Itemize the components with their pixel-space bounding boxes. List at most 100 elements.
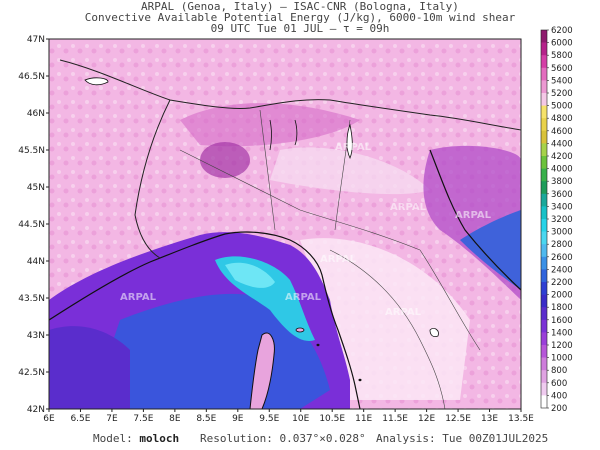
footer-analysis-value: Tue 00Z01JUL2025 [442,432,549,445]
colorbar-label: 5000 [551,102,573,112]
colorbar-swatch [541,156,547,169]
footer-resolution: Resolution: 0.037°×0.028° [200,432,366,445]
regional-border [179,149,421,251]
lon-tick-label: 9.5E [259,414,279,424]
colorbar-swatch [541,244,547,258]
colorbar-swatch [541,256,547,270]
colorbar-label: 6000 [551,39,573,49]
colorbar-swatch [541,219,547,232]
elba-island [295,327,305,333]
colorbar-label: 4600 [551,127,573,137]
po-valley-region [270,147,430,195]
colorbar-swatch [541,332,547,346]
regional-border [329,249,446,409]
colorbar-swatch [541,193,547,207]
latitude-axis: 47N 46.5N 46N 45.5N 45N 44.5N 44N 43.5N 43N 42.5N… [18,35,49,415]
cyan-core-region [225,262,275,288]
colorbar-label: 2800 [551,240,573,250]
lon-tick-label: 11.5E [382,414,408,424]
colorbar-swatch [541,282,547,295]
colorbar-label: 4000 [551,165,573,175]
colorbar: 6200 6000 5800 5600 5400 5200 5000 4800 4600 4400… [540,26,573,414]
colorbar-swatch [541,382,547,396]
colorbar-swatch [541,55,547,69]
lake-geneva [84,77,109,86]
colorbar-swatch [541,357,547,371]
footer-analysis-label: Analysis: [376,432,436,445]
colorbar-label: 5200 [551,89,573,99]
colorbar-swatch [541,231,547,245]
colorbar-label: 1200 [551,341,573,351]
colorbar-label: 1000 [551,354,573,364]
regional-border [419,249,481,351]
colorbar-swatch [541,395,547,409]
lake-trasimeno [429,328,439,338]
colorbar-label: 1800 [551,303,573,313]
lat-tick-label: 46N [27,109,45,119]
footer-model-label: Model: [93,432,133,445]
colorbar-swatch [541,206,547,220]
arpal-watermark: ARPAL [320,254,357,265]
lat-tick-label: 46.5N [18,72,45,82]
lon-tick-label: 6E [43,414,55,424]
colorbar-label: 600 [551,379,567,389]
arpal-watermark: ARPAL [385,307,422,318]
islet [358,378,362,382]
adriatic-coastline [429,149,521,291]
lon-tick-label: 9E [232,414,244,424]
lat-tick-label: 44.5N [18,220,45,230]
colorbar-label: 200 [551,404,567,414]
title-line-3: 09 UTC Tue 01 JUL – τ = 09h [210,22,390,35]
colorbar-label: 3000 [551,228,573,238]
colorbar-label: 5600 [551,64,573,74]
colorbar-swatch [541,42,547,56]
colorbar-label: 800 [551,366,567,376]
arpal-watermark: ARPAL [285,292,322,303]
lat-tick-label: 45.5N [18,146,45,156]
colorbar-swatch [541,105,547,119]
colorbar-label: 4800 [551,114,573,124]
colorbar-label: 5400 [551,76,573,86]
longitude-axis: 6E 6.5E 7E 7.5E 8E 8.5E 9E 9.5E 10E 10.5E 11E 11.5E… [43,409,534,424]
colorbar-label: 2600 [551,253,573,263]
lake-como [294,119,298,146]
colorbar-label: 2000 [551,291,573,301]
colorbar-label: 6200 [551,26,573,36]
arpal-watermark: ARPAL [455,210,492,221]
title-line-1: ARPAL (Genoa, Italy) – ISAC-CNR (Bologna… [141,0,459,13]
colorbar-swatch [541,294,547,308]
colorbar-label: 4200 [551,152,573,162]
lon-tick-label: 12E [418,414,435,424]
alpine-band-region [180,103,360,147]
colorbar-swatch [541,30,547,43]
lake-garda [346,123,353,159]
adriatic-blue-region [460,210,521,290]
lon-tick-label: 8.5E [196,414,216,424]
title-line-2: Convective Available Potential Energy (J… [84,11,516,24]
colorbar-label: 3600 [551,190,573,200]
colorbar-swatch [541,307,547,321]
lon-tick-label: 7.5E [133,414,153,424]
regional-border [259,109,276,231]
lat-tick-label: 43N [27,331,45,341]
colorbar-label: 3400 [551,202,573,212]
colorbar-swatch [541,93,547,106]
lat-tick-label: 42N [27,405,45,415]
colorbar-label: 3800 [551,177,573,187]
watermark-group: ARPAL ARPAL ARPAL ARPAL ARPAL ARPAL ARPAL [120,142,492,318]
colorbar-label: 2400 [551,265,573,275]
colorbar-swatch [541,181,547,195]
national-border [59,59,521,131]
colorbar-swatch [541,345,547,358]
lat-tick-label: 45N [27,183,45,193]
lon-tick-label: 11E [355,414,372,424]
colorbar-label: 5800 [551,51,573,61]
footer-resolution-value: 0.037°×0.028° [279,432,366,445]
colorbar-swatch [541,168,547,182]
colorbar-label: 4400 [551,139,573,149]
footer-resolution-label: Resolution: [200,432,273,445]
footer-analysis: Analysis: Tue 00Z01JUL2025 [376,432,548,445]
lon-tick-label: 10.5E [319,414,345,424]
colorbar-swatch [541,319,547,333]
